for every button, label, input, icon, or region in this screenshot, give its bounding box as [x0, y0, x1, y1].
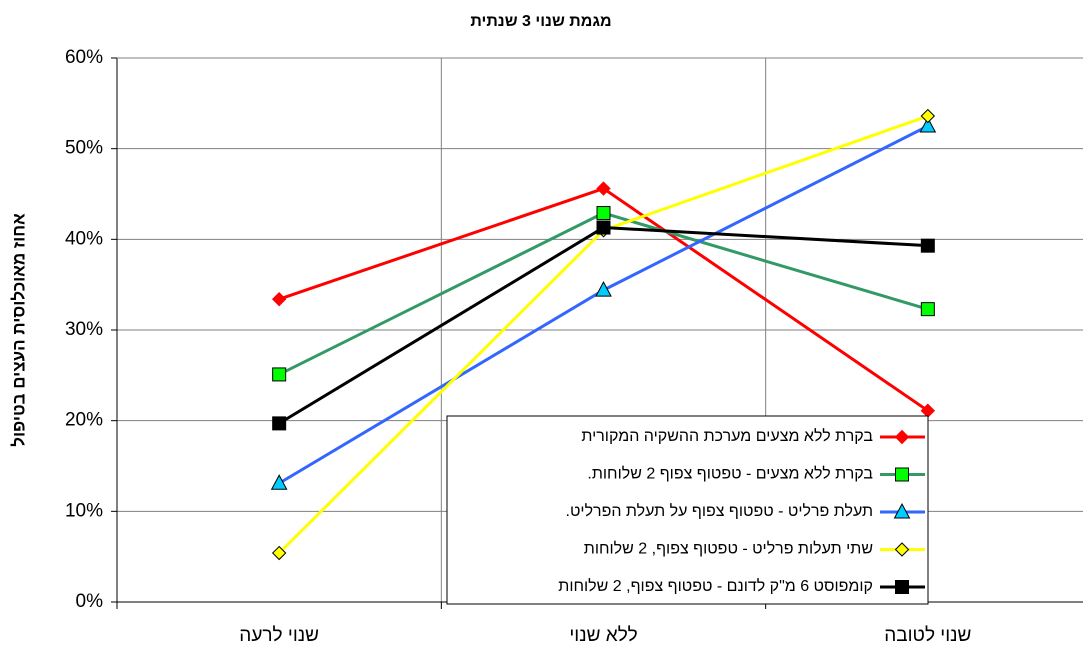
- y-axis-label: אחוז מאוכלוסית העצים בטיפול: [9, 213, 28, 447]
- y-tick-label: 10%: [65, 500, 103, 521]
- point: [271, 291, 287, 307]
- x-tick-label: שנוי לרעה: [239, 625, 319, 646]
- point: [596, 220, 611, 235]
- point: [920, 238, 935, 253]
- y-tick-label: 30%: [65, 319, 103, 340]
- point: [272, 416, 287, 431]
- x-tick-label: ללא שנוי: [569, 625, 637, 646]
- y-tick-label: 60%: [65, 47, 103, 68]
- legend-marker: [893, 502, 911, 519]
- legend-label: שתי תעלות פרליט - טפטוף צפוף, 2 שלוחות: [584, 540, 873, 558]
- chart-title: מגמת שנוי 3 שנתית: [470, 13, 611, 30]
- legend-label: קומפוסט 6 מ"ק לדונם - טפטוף צפוף, 2 שלוח…: [558, 577, 873, 595]
- legend-label: בקרת ללא מצעים מערכת ההשקיה המקורית: [581, 427, 873, 445]
- point: [919, 116, 937, 133]
- legend-label: תעלת פרליט - טפטוף צפוף על תעלת הפרליט.: [566, 502, 873, 520]
- legend-marker: [895, 467, 909, 482]
- legend: [446, 415, 929, 605]
- y-tick-label: 0%: [76, 591, 104, 612]
- legend-label: בקרת ללא מצעים - טפטוף צפוף 2 שלוחות.: [587, 465, 873, 483]
- point: [596, 206, 611, 221]
- point: [596, 181, 611, 196]
- legend-marker: [895, 580, 909, 594]
- y-tick-label: 20%: [65, 410, 103, 431]
- point: [271, 545, 287, 561]
- legend-marker: [894, 542, 910, 557]
- x-tick-label: שנוי לטובה: [884, 625, 971, 646]
- y-tick-label: 50%: [65, 138, 103, 159]
- legend-marker: [894, 429, 910, 445]
- point: [270, 474, 288, 490]
- point: [595, 281, 612, 297]
- y-tick-label: 40%: [65, 228, 103, 249]
- point: [272, 367, 287, 382]
- point: [920, 108, 936, 124]
- point: [920, 302, 935, 317]
